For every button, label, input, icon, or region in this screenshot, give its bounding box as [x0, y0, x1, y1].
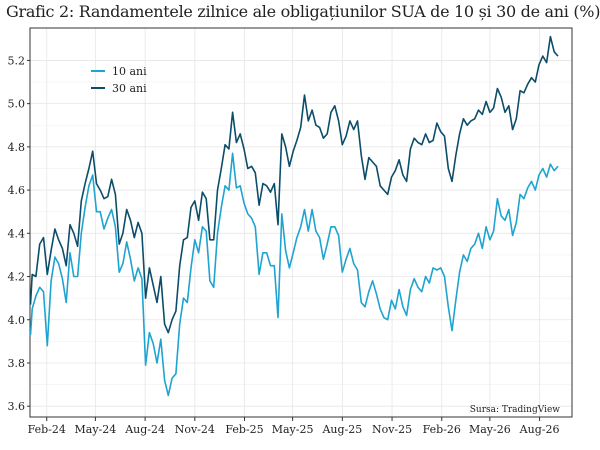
- x-tick-label: May-26: [469, 423, 511, 436]
- x-tick-label: Feb-24: [28, 423, 66, 436]
- x-tick-label: Nov-25: [372, 423, 412, 436]
- legend: 10 ani 30 ani: [91, 65, 147, 95]
- x-tick-label: May-24: [75, 423, 117, 436]
- x-tick-label: Aug-25: [321, 423, 362, 436]
- gridlines: [30, 28, 572, 417]
- y-tick-label: 4.0: [8, 314, 26, 327]
- series-lines: [29, 35, 559, 397]
- y-tick-label: 5.2: [8, 54, 26, 67]
- legend-label: 30 ani: [112, 82, 147, 95]
- plot-frame: [29, 27, 573, 418]
- x-tick-label: Nov-24: [175, 423, 215, 436]
- y-tick-label: 4.8: [8, 141, 26, 154]
- series-line-30-ani: [29, 35, 559, 334]
- legend-label: 10 ani: [112, 65, 147, 78]
- y-tick-label: 3.8: [8, 357, 26, 370]
- x-axis: Feb-24 May-24 Aug-24 Nov-24 Feb-25 May-25 Aug-…: [28, 417, 560, 436]
- x-tick-label: Feb-25: [225, 423, 263, 436]
- x-tick-label: Feb-26: [423, 423, 461, 436]
- chart-title: Grafic 2: Randamentele zilnice ale oblig…: [6, 2, 600, 21]
- y-axis: 3.6 3.8 4.0 4.2 4.4 4.6 4.8 5.0 5.2: [8, 54, 30, 413]
- y-tick-label: 4.2: [8, 271, 26, 284]
- x-tick-label: May-25: [272, 423, 314, 436]
- source-note: Sursa: TradingView: [470, 405, 561, 415]
- series-line-10-ani: [29, 152, 559, 397]
- x-tick-label: Aug-24: [124, 423, 165, 436]
- y-tick-label: 3.6: [8, 400, 26, 413]
- y-tick-label: 4.4: [8, 227, 26, 240]
- y-tick-label: 5.0: [8, 98, 26, 111]
- x-tick-label: Aug-26: [519, 423, 560, 436]
- y-tick-label: 4.6: [8, 184, 26, 197]
